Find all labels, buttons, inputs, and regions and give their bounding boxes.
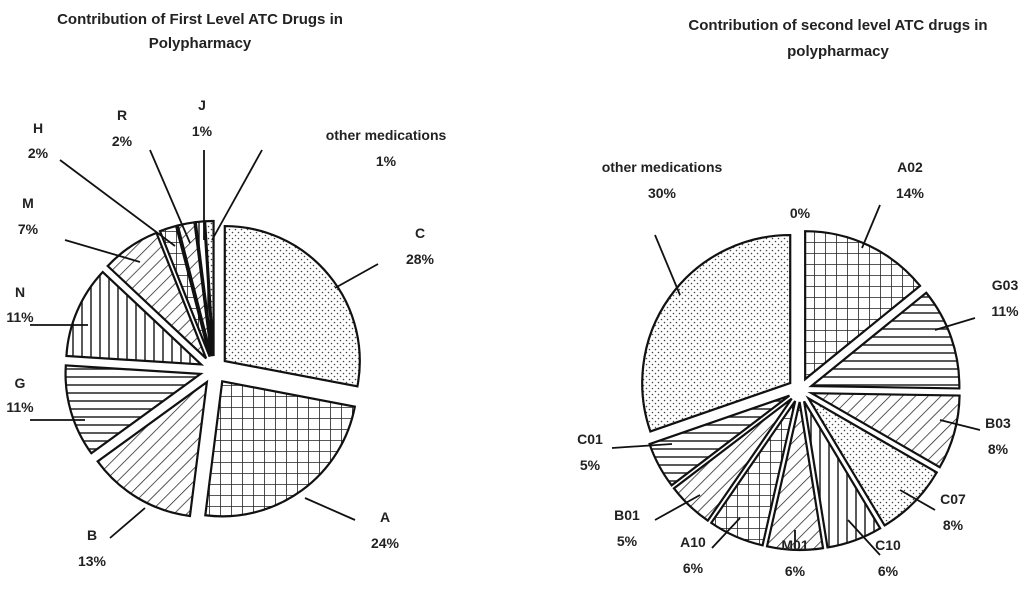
chart2-slice-g03 — [808, 291, 961, 390]
chart1-label-name-r: R — [117, 107, 127, 123]
chart1-label-pct-r: 2% — [112, 133, 133, 149]
chart2-leader-line-b03 — [939, 419, 981, 431]
chart1-slice-r — [176, 221, 213, 357]
chart2-label-pct-a02: 14% — [896, 185, 925, 201]
chart1-slice-n — [65, 270, 205, 366]
chart2-label-name-g03: G03 — [992, 277, 1019, 293]
chart1-label-pct-b: 13% — [78, 553, 107, 569]
chart1-label-name-h: H — [33, 120, 43, 136]
chart1-slice-h — [158, 224, 211, 358]
chart2-label-pct-b03: 8% — [988, 441, 1009, 457]
chart1-slice-other-medications — [203, 219, 215, 357]
chart1-label-pct-h: 2% — [28, 145, 49, 161]
chart1-label-pct-other-medications: 1% — [376, 153, 397, 169]
chart2-slice-b03 — [807, 392, 961, 469]
chart1-label-name-j: J — [198, 97, 206, 113]
chart2-label-name-m01: M01 — [781, 537, 808, 553]
chart1-label-name-n: N — [15, 284, 25, 300]
chart2-slice-c01 — [648, 394, 791, 487]
chart2-label-name-c10: C10 — [875, 537, 901, 553]
chart1-leader-line-m — [64, 239, 141, 263]
chart2-leader-line-a10 — [711, 517, 741, 549]
chart1-label-name-other-medications: other medications — [326, 127, 447, 143]
chart2-label-pct-g03: 11% — [991, 303, 1019, 319]
chart2-label-pct-a10: 6% — [683, 560, 704, 576]
pie-chart-second-level: 0% A02 14% G03 11% B03 8% C07 8% C10 6% M01 6% A10 6% B… — [577, 159, 1019, 579]
chart2-leader-line-c01 — [611, 443, 673, 449]
chart2-leader-line-a02 — [861, 204, 881, 249]
chart1-leader-line-other-medications — [211, 149, 263, 241]
chart1-label-pct-j: 1% — [192, 123, 213, 139]
chart2-label-name-other-medications: other medications — [602, 159, 723, 175]
chart2-label-name-c01: C01 — [577, 431, 603, 447]
chart1-slice-a — [204, 380, 357, 518]
chart2-slice-c10 — [803, 400, 882, 549]
chart1-leader-line-h — [59, 159, 176, 247]
chart1-leader-line-a — [304, 497, 356, 521]
chart1-leader-line-r — [149, 149, 191, 244]
chart1-label-pct-a: 24% — [371, 535, 400, 551]
chart1-label-name-c: C — [415, 225, 425, 241]
chart1-label-pct-m: 7% — [18, 221, 39, 237]
chart1-label-name-g: G — [15, 375, 26, 391]
chart2-leader-line-b01 — [654, 494, 701, 521]
chart1-label-pct-c: 28% — [406, 251, 435, 267]
chart2-leader-line-c07 — [899, 489, 936, 511]
chart2-label-name-b03: B03 — [985, 415, 1011, 431]
chart2-label-pct-c01: 5% — [580, 457, 601, 473]
chart1-title-line2: Polypharmacy — [149, 35, 252, 52]
chart2-label-name-a10: A10 — [680, 534, 706, 550]
chart1-label-name-m: M — [22, 195, 34, 211]
chart2-label-pct-b01: 5% — [617, 533, 638, 549]
chart2-leader-line-other-medications — [654, 234, 681, 296]
chart2-label-pct-m01: 6% — [785, 563, 806, 579]
chart1-title-line1: Contribution of First Level ATC Drugs in — [57, 11, 343, 28]
chart2-slice-a10 — [709, 400, 797, 547]
chart2-label-name-b01: B01 — [614, 507, 640, 523]
chart2-label-pct-c07: 8% — [943, 517, 964, 533]
chart1-slice-c — [223, 224, 361, 388]
chart1-leader-line-b — [109, 507, 146, 539]
chart2-label-pct-c10: 6% — [878, 563, 899, 579]
pie-chart-first-level: C 28% A 24% B 13% G 11% N 11% M 7% H 2% R 2% J 1% other me… — [6, 97, 446, 569]
chart2-title-line2: polypharmacy — [787, 43, 889, 60]
chart1-slice-g — [64, 364, 204, 455]
chart2-label-pct-blank-0: 0% — [790, 205, 811, 221]
chart2-leader-line-g03 — [934, 317, 976, 331]
chart2-label-name-a02: A02 — [897, 159, 923, 175]
chart1-label-name-b: B — [87, 527, 97, 543]
chart1-label-pct-n: 11% — [6, 309, 34, 325]
chart2-slice-b01 — [672, 397, 793, 523]
chart2-leader-line-c10 — [847, 519, 881, 556]
chart2-label-name-c07: C07 — [940, 491, 966, 507]
chart2-slice-other-medications — [641, 233, 792, 433]
chart2-title-line1: Contribution of second level ATC drugs i… — [688, 17, 987, 34]
chart2-label-pct-other-medications: 30% — [648, 185, 677, 201]
chart1-label-pct-g: 11% — [6, 399, 34, 415]
chart1-leader-line-c — [334, 263, 379, 289]
chart1-slice-b — [96, 379, 209, 518]
chart1-label-name-a: A — [380, 509, 390, 525]
chart2-slice-a02 — [804, 230, 922, 382]
chart2-slice-m01 — [765, 401, 825, 552]
